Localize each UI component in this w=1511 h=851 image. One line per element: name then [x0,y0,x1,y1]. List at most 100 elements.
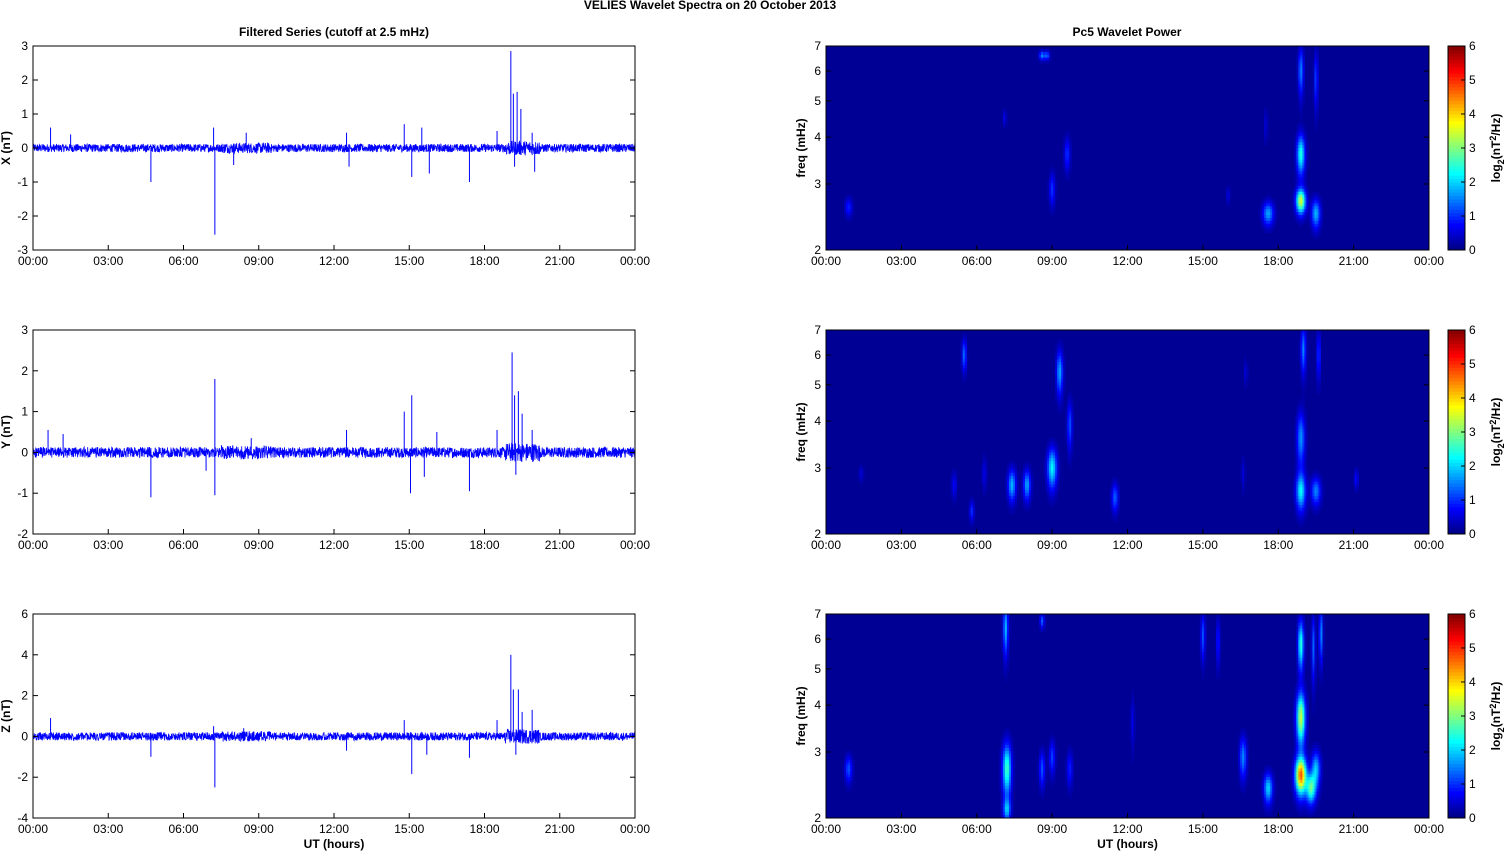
x-tick-label: 06:00 [962,254,992,268]
power-cell [1069,168,1072,172]
power-cell [1302,739,1305,743]
power-cell [1316,92,1319,96]
power-cell [1310,625,1313,629]
x-tick-label: 03:00 [93,822,123,836]
power-cell [1014,484,1018,488]
power-cell [1053,481,1056,485]
power-cell [1304,713,1307,717]
power-cell [1010,783,1014,787]
power-cell [1302,429,1305,433]
power-cell [1043,461,1046,465]
power-cell [1264,768,1267,772]
power-cell [1055,469,1058,474]
power-cell [1316,335,1319,340]
colorbar-tick-label: 1 [1469,493,1476,507]
power-cell [1006,771,1010,775]
power-cell [1041,791,1044,796]
power-cell [1053,197,1056,201]
power-cell [1217,628,1221,632]
colorbar-segment [1448,476,1465,481]
colorbar-segment [1448,733,1465,737]
power-cell [1008,736,1012,740]
power-cell [1037,777,1040,781]
power-cell [1051,188,1054,193]
power-cell [1047,499,1050,503]
power-cell [1302,692,1305,696]
power-cell [1061,376,1064,380]
power-cell [1298,777,1301,781]
colorbar-segment [1448,425,1465,430]
power-cell [952,493,956,497]
power-cell [1113,499,1116,503]
power-cell [1268,785,1271,790]
power-cell [1043,616,1046,621]
power-cell [1266,226,1269,230]
power-cell [1302,174,1305,178]
power-cell [1059,344,1062,348]
power-cell [1312,209,1315,213]
power-cell [1113,475,1116,480]
power-cell [1302,785,1305,790]
power-cell [1294,150,1297,155]
power-cell [1306,150,1309,155]
power-cell [1004,496,1008,500]
power-cell [1115,504,1118,509]
power-cell [1264,806,1267,810]
power-cell [1039,765,1042,769]
power-cell [1240,730,1243,734]
power-cell [1037,756,1040,761]
y-tick-label: 4 [21,648,28,662]
power-cell [1302,631,1305,635]
power-cell [1113,487,1116,491]
power-cell [1294,469,1297,474]
power-cell [1318,335,1321,340]
x-tick-label: 21:00 [1339,538,1369,552]
power-cell [1051,446,1054,450]
power-cell [1310,809,1313,813]
power-cell [1008,788,1012,793]
power-cell [1300,791,1303,796]
power-cell [1059,353,1062,357]
power-cell [1000,648,1004,653]
power-cell [1312,634,1315,638]
power-cell [1298,139,1301,143]
power-cell [1270,791,1273,796]
power-cell [1000,748,1004,752]
power-cell [1302,353,1305,357]
power-cell [1010,464,1014,468]
power-cell [1065,774,1068,778]
power-cell [1296,452,1299,456]
power-cell [1240,771,1243,775]
power-cell [1270,217,1273,222]
power-cell [1312,232,1315,236]
power-cell [1225,188,1229,193]
power-cell [1113,516,1116,520]
power-cell [1260,783,1263,787]
power-cell [1051,745,1054,749]
power-cell [1065,174,1068,178]
power-cell [1296,80,1299,85]
power-cell [1133,716,1136,720]
power-cell [1006,800,1010,804]
power-cell [846,783,849,787]
power-cell [1298,162,1301,166]
power-cell [1071,411,1074,415]
power-cell [1300,182,1303,187]
power-cell [1012,484,1016,488]
x-tick-label: 12:00 [1112,822,1142,836]
power-cell [1300,382,1303,386]
power-cell [1065,408,1068,412]
power-cell [1199,631,1203,635]
power-cell [848,768,851,772]
power-cell [848,197,851,201]
power-cell [1296,698,1299,702]
power-cell [1294,478,1297,482]
power-cell [1217,654,1221,659]
power-cell [1051,765,1054,769]
colorbar-segment [1448,634,1465,639]
y-axis-label: freq (mHz) [794,686,808,745]
y-tick-label: -1 [17,486,28,500]
power-cell [1302,150,1305,155]
power-cell [1268,788,1271,793]
